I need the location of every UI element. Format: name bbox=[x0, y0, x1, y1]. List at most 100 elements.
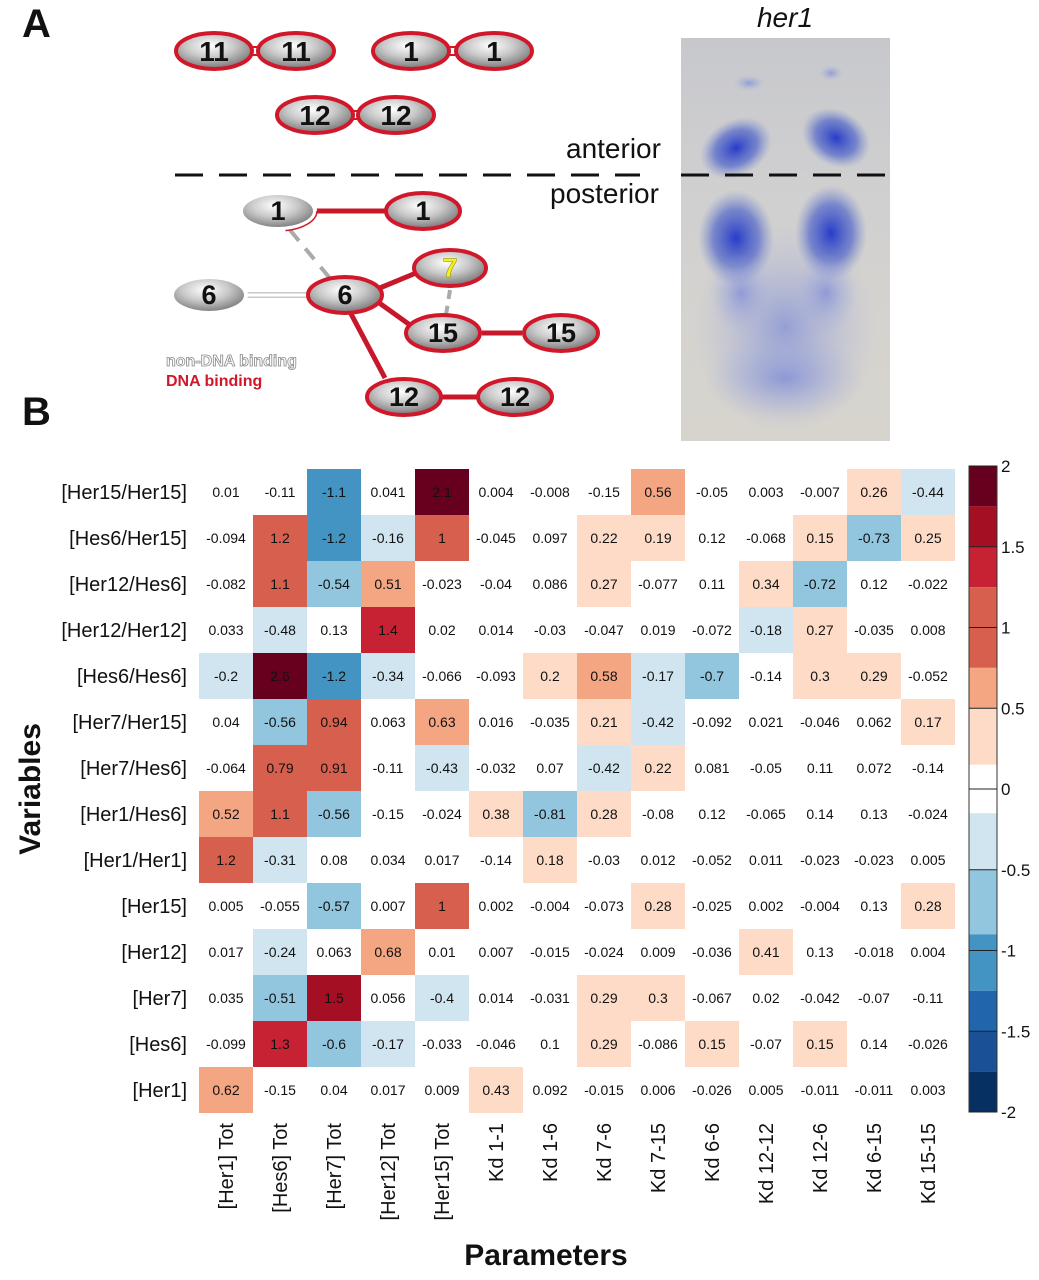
cell-value-label: -0.022 bbox=[908, 576, 948, 592]
cell-value-label: 0.01 bbox=[428, 944, 455, 960]
heatmap-cell bbox=[793, 883, 847, 929]
cell-value-label: -0.4 bbox=[430, 990, 454, 1006]
row-label: [Her15] bbox=[121, 896, 187, 918]
column-label: Kd 12-6 bbox=[810, 1123, 832, 1193]
heatmap-cell bbox=[739, 515, 793, 561]
cell-value-label: 0.014 bbox=[478, 622, 513, 638]
heatmap-cell bbox=[523, 607, 577, 653]
heatmap-cell bbox=[199, 837, 253, 883]
heatmap-cell bbox=[847, 929, 901, 975]
protein-node-her1 bbox=[454, 31, 534, 71]
heatmap-cell bbox=[253, 607, 307, 653]
cell-value-label: 0.12 bbox=[860, 576, 887, 592]
cell-value-label: -0.54 bbox=[318, 576, 350, 592]
row-label: [Her12/Her12] bbox=[61, 620, 187, 642]
heatmap-cell bbox=[685, 653, 739, 699]
heatmap-cell bbox=[523, 791, 577, 837]
cell-value-label: 0.12 bbox=[698, 806, 725, 822]
row-label: [Her12] bbox=[121, 942, 187, 964]
network-edges bbox=[245, 208, 522, 400]
node-label: 1 bbox=[486, 36, 502, 67]
heatmap-cell bbox=[793, 515, 847, 561]
cell-value-label: 0.15 bbox=[806, 530, 833, 546]
in-situ-gene-title: her1 bbox=[756, 2, 814, 33]
cell-value-label: -0.05 bbox=[696, 484, 728, 500]
node-label: 6 bbox=[337, 280, 352, 310]
cell-value-label: 0.29 bbox=[590, 1036, 617, 1052]
heatmap-cell bbox=[847, 561, 901, 607]
colorbar-tick-label: 1 bbox=[1001, 619, 1010, 638]
cell-value-label: -0.34 bbox=[372, 668, 404, 684]
cell-value-label: 0.28 bbox=[914, 898, 941, 914]
heatmap-cell bbox=[685, 791, 739, 837]
cell-value-label: -0.42 bbox=[588, 760, 620, 776]
cell-value-label: -0.004 bbox=[800, 898, 840, 914]
cell-value-label: 0.13 bbox=[320, 622, 347, 638]
cell-value-label: 0.14 bbox=[806, 806, 833, 822]
heatmap-cell bbox=[415, 699, 469, 745]
sensitivity-heatmap: 0.01 -0.11 -1.1 0.041 2.1 0.004 -0.008 -0.15 0.5… bbox=[14, 457, 1030, 1272]
colorbar-tick-label: 0.5 bbox=[1001, 699, 1025, 718]
cell-value-label: 0.092 bbox=[532, 1082, 567, 1098]
protein-node-hes6 bbox=[306, 275, 384, 315]
heatmap-cell bbox=[847, 791, 901, 837]
cell-value-label: -0.031 bbox=[530, 990, 570, 1006]
heatmap-cell bbox=[415, 561, 469, 607]
heatmap-cell bbox=[199, 469, 253, 515]
protein-node-her11 bbox=[256, 31, 336, 71]
heatmap-cell bbox=[901, 745, 955, 791]
cell-value-label: -0.026 bbox=[692, 1082, 732, 1098]
cell-value-label: -0.03 bbox=[534, 622, 566, 638]
dimer-11-11: 11 11 bbox=[174, 31, 336, 71]
row-label: [Her1/Her1] bbox=[84, 850, 187, 872]
heatmap-cell bbox=[199, 607, 253, 653]
cell-value-label: -0.035 bbox=[530, 714, 570, 730]
cell-value-label: 0.14 bbox=[860, 1036, 887, 1052]
cell-value-label: 0.11 bbox=[807, 760, 833, 776]
cell-value-label: 0.12 bbox=[698, 530, 725, 546]
column-label: [Her7] Tot bbox=[324, 1123, 346, 1210]
column-label: Kd 7-15 bbox=[648, 1123, 670, 1193]
heatmap-cell bbox=[307, 975, 361, 1021]
colorbar-bin bbox=[969, 667, 997, 709]
cell-value-label: -0.033 bbox=[422, 1036, 462, 1052]
cell-value-label: 0.68 bbox=[374, 944, 401, 960]
cell-value-label: -0.007 bbox=[800, 484, 840, 500]
cell-value-label: 0.02 bbox=[428, 622, 455, 638]
heatmap-cell bbox=[307, 515, 361, 561]
cell-value-label: -0.11 bbox=[265, 484, 296, 500]
cell-value-label: 0.07 bbox=[536, 760, 563, 776]
row-labels: [Her15/Her15] [Hes6/Her15] [Her12/Hes6] [He… bbox=[61, 482, 187, 1102]
heatmap-cell bbox=[631, 515, 685, 561]
cell-value-label: -0.15 bbox=[264, 1082, 296, 1098]
column-label: [Her15] Tot bbox=[432, 1123, 454, 1221]
cell-value-label: -0.51 bbox=[264, 990, 296, 1006]
cell-value-label: 0.63 bbox=[428, 714, 455, 730]
heatmap-cell bbox=[361, 1021, 415, 1067]
cell-value-label: 0.035 bbox=[208, 990, 243, 1006]
heatmap-cell bbox=[415, 883, 469, 929]
heatmap-cell bbox=[415, 1021, 469, 1067]
cell-value-label: 0.13 bbox=[860, 898, 887, 914]
heatmap-cell bbox=[901, 791, 955, 837]
cell-value-label: 0.3 bbox=[648, 990, 668, 1006]
cell-value-label: -0.17 bbox=[372, 1036, 404, 1052]
heatmap-cell bbox=[793, 653, 847, 699]
cell-value-label: -0.16 bbox=[372, 530, 404, 546]
cell-value-label: -0.042 bbox=[800, 990, 840, 1006]
heatmap-cell bbox=[361, 515, 415, 561]
heatmap-cell bbox=[361, 929, 415, 975]
posterior-label: posterior bbox=[550, 178, 659, 209]
heatmap-cell bbox=[253, 883, 307, 929]
heatmap-cell bbox=[361, 607, 415, 653]
heatmap-cell bbox=[199, 699, 253, 745]
heatmap-cell bbox=[577, 883, 631, 929]
cell-value-label: 0.51 bbox=[374, 576, 401, 592]
heatmap-cell bbox=[847, 975, 901, 1021]
heatmap-cell bbox=[415, 1067, 469, 1113]
protein-node-her1 bbox=[371, 31, 451, 71]
heatmap-cell bbox=[307, 699, 361, 745]
colorbar-tick-label: -2 bbox=[1001, 1103, 1016, 1122]
cell-value-label: 1.1 bbox=[270, 806, 290, 822]
cell-value-label: -0.48 bbox=[264, 622, 296, 638]
